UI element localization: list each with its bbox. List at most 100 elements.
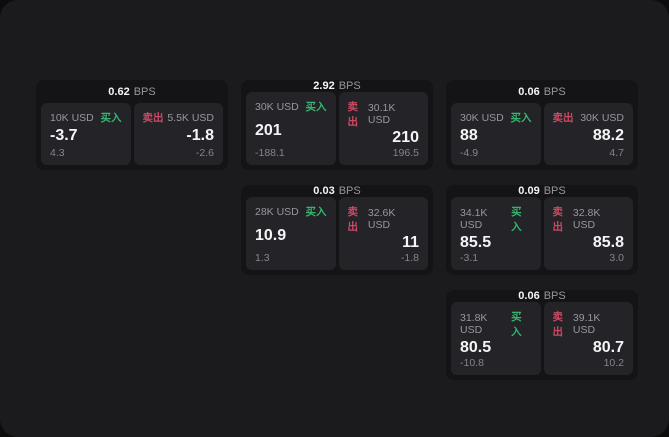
card-body: 30K USD 买入 88 -4.9 卖出 30K USD 88.2 4.7 [451, 103, 633, 165]
buy-label: 买入 [510, 112, 532, 124]
buy-delta: -10.8 [460, 357, 484, 369]
buy-price: 88 [460, 127, 478, 145]
sell-tile[interactable]: 卖出 32.8K USD 85.8 3.0 [543, 197, 633, 270]
card-body: 31.8K USD 买入 80.5 -10.8 卖出 39.1K USD 80.… [451, 302, 633, 375]
sell-tile-top: 卖出 32.8K USD [553, 204, 625, 234]
sell-label: 卖出 [552, 112, 574, 124]
buy-label: 买入 [100, 112, 122, 124]
buy-tile-top: 31.8K USD 买入 [460, 309, 532, 339]
sell-amount: 5.5K USD [167, 111, 214, 124]
sell-amount: 39.1K USD [572, 312, 601, 337]
sell-label: 卖出 [552, 311, 564, 339]
buy-tile[interactable]: 34.1K USD 买入 85.5 -3.1 [451, 197, 541, 270]
sell-tile-top: 卖出 30K USD [553, 110, 625, 125]
card-body: 30K USD 买入 201 -188.1 卖出 30.1K USD 210 1… [246, 92, 428, 165]
sell-price: 88.2 [592, 127, 624, 145]
bps-value: 0.03 [313, 185, 335, 198]
bps-value: 2.92 [313, 80, 335, 93]
bps-value: 0.06 [518, 290, 540, 303]
sell-tile[interactable]: 卖出 30.1K USD 210 196.5 [338, 92, 428, 165]
sell-label: 卖出 [347, 101, 359, 129]
quote-card: 0.09 BPS 34.1K USD 买入 85.5 -3.1 卖出 32.8K… [446, 185, 638, 275]
bps-unit-label: BPS [338, 185, 361, 198]
bps-unit-label: BPS [543, 85, 566, 98]
buy-price: 201 [255, 121, 282, 139]
buy-tile-top: 10K USD 买入 [50, 110, 122, 125]
buy-amount: 34.1K USD [460, 207, 488, 232]
buy-label: 买入 [305, 206, 327, 219]
sell-delta: 196.5 [392, 147, 419, 159]
sell-tile[interactable]: 卖出 32.6K USD 11 -1.8 [338, 197, 428, 270]
bps-value: 0.06 [518, 85, 540, 98]
sell-delta: -2.6 [195, 147, 214, 159]
sell-price: 11 [402, 234, 419, 252]
buy-price: 85.5 [460, 234, 492, 252]
card-header: 0.03 BPS [246, 185, 428, 197]
sell-amount: 30.1K USD [367, 102, 396, 127]
sell-tile-top: 卖出 30.1K USD [348, 99, 420, 129]
sell-price: 85.8 [592, 234, 624, 252]
buy-tile[interactable]: 28K USD 买入 10.9 1.3 [246, 197, 336, 270]
sell-tile-top: 卖出 39.1K USD [553, 309, 625, 339]
sell-price: 210 [392, 129, 419, 147]
buy-amount: 10K USD [50, 111, 94, 124]
buy-price: 80.5 [460, 339, 492, 357]
buy-amount: 30K USD [255, 100, 299, 113]
sell-tile[interactable]: 卖出 30K USD 88.2 4.7 [543, 103, 633, 165]
sell-label: 卖出 [347, 206, 359, 234]
sell-amount: 32.6K USD [367, 207, 396, 232]
buy-amount: 31.8K USD [460, 312, 488, 337]
buy-amount: 30K USD [460, 111, 504, 124]
buy-label: 买入 [511, 206, 522, 234]
sell-delta: 10.2 [603, 357, 624, 369]
card-body: 28K USD 买入 10.9 1.3 卖出 32.6K USD 11 -1.8 [246, 197, 428, 270]
bps-unit-label: BPS [338, 80, 361, 93]
sell-label: 卖出 [142, 112, 164, 124]
card-body: 34.1K USD 买入 85.5 -3.1 卖出 32.8K USD 85.8… [451, 197, 633, 270]
sell-tile-top: 卖出 5.5K USD [143, 110, 215, 125]
buy-tile-top: 34.1K USD 买入 [460, 204, 532, 234]
card-header: 0.06 BPS [451, 80, 633, 103]
sell-tile-top: 卖出 32.6K USD [348, 204, 420, 234]
buy-tile[interactable]: 30K USD 买入 201 -188.1 [246, 92, 336, 165]
buy-delta: -3.1 [460, 252, 479, 264]
sell-delta: -1.8 [400, 252, 419, 264]
buy-tile-top: 30K USD 买入 [460, 110, 532, 125]
sell-tile[interactable]: 卖出 5.5K USD -1.8 -2.6 [133, 103, 223, 165]
cards-grid: 0.62 BPS 10K USD 买入 -3.7 4.3 卖出 5.5K USD… [41, 80, 638, 380]
buy-amount: 28K USD [255, 205, 299, 218]
sell-price: -1.8 [186, 127, 214, 145]
buy-label: 买入 [511, 311, 522, 339]
buy-tile[interactable]: 30K USD 买入 88 -4.9 [451, 103, 541, 165]
sell-delta: 3.0 [609, 252, 624, 264]
buy-price: 10.9 [255, 226, 287, 244]
card-header: 0.09 BPS [451, 185, 633, 197]
buy-label: 买入 [305, 101, 327, 114]
bps-unit-label: BPS [133, 85, 156, 98]
quote-card: 2.92 BPS 30K USD 买入 201 -188.1 卖出 30.1K … [241, 80, 433, 170]
sell-delta: 4.7 [609, 147, 624, 159]
buy-tile-top: 30K USD 买入 [255, 99, 327, 114]
buy-delta: 1.3 [255, 252, 270, 264]
card-header: 0.62 BPS [41, 80, 223, 103]
quote-card: 0.03 BPS 28K USD 买入 10.9 1.3 卖出 32.6K US… [241, 185, 433, 275]
buy-delta: 4.3 [50, 147, 65, 159]
buy-delta: -188.1 [255, 147, 285, 159]
card-body: 10K USD 买入 -3.7 4.3 卖出 5.5K USD -1.8 -2.… [41, 103, 223, 165]
buy-tile-top: 28K USD 买入 [255, 204, 327, 219]
quote-card: 0.06 BPS 31.8K USD 买入 80.5 -10.8 卖出 39.1… [446, 290, 638, 380]
sell-label: 卖出 [552, 206, 564, 234]
bps-value: 0.09 [518, 185, 540, 198]
sell-amount: 32.8K USD [572, 207, 601, 232]
bps-unit-label: BPS [543, 185, 566, 198]
sell-tile[interactable]: 卖出 39.1K USD 80.7 10.2 [543, 302, 633, 375]
buy-tile[interactable]: 10K USD 买入 -3.7 4.3 [41, 103, 131, 165]
bps-unit-label: BPS [543, 290, 566, 303]
buy-price: -3.7 [50, 127, 78, 145]
buy-tile[interactable]: 31.8K USD 买入 80.5 -10.8 [451, 302, 541, 375]
card-header: 0.06 BPS [451, 290, 633, 302]
bps-value: 0.62 [108, 85, 130, 98]
card-header: 2.92 BPS [246, 80, 428, 92]
sell-amount: 30K USD [580, 111, 624, 124]
